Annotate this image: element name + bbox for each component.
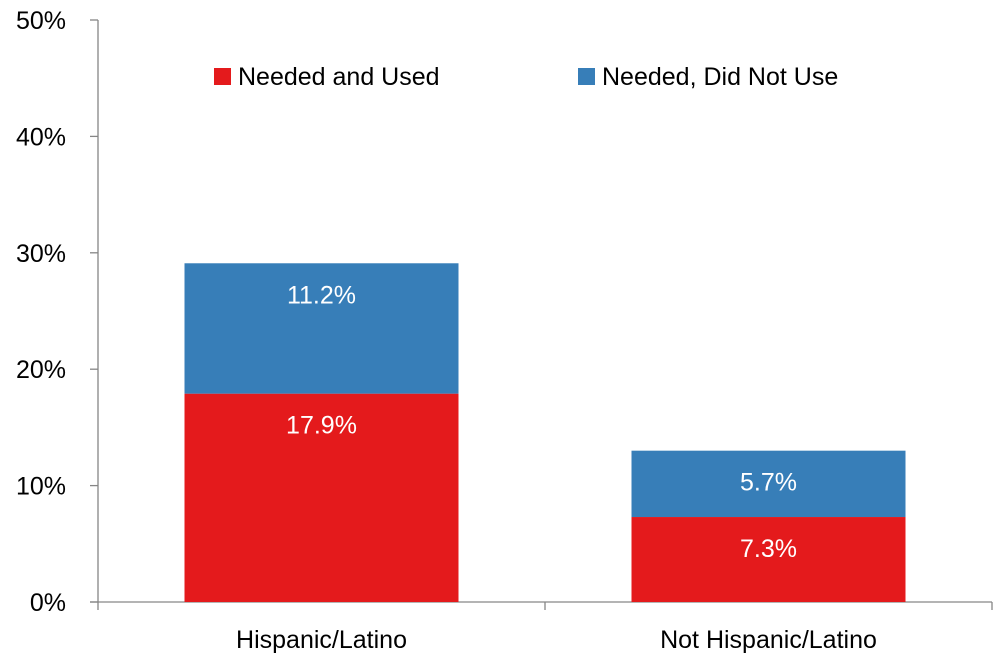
legend-swatch xyxy=(214,68,231,85)
bar-segment xyxy=(184,263,459,394)
y-tick-label: 30% xyxy=(16,240,66,268)
x-category-label: Not Hispanic/Latino xyxy=(660,626,877,654)
bar-value-label: 11.2% xyxy=(287,281,356,309)
bar-segment xyxy=(631,517,906,602)
bar-segment xyxy=(184,393,459,602)
y-tick-label: 20% xyxy=(16,356,66,384)
y-tick-label: 50% xyxy=(16,7,66,35)
data-labels: 17.9% 11.2% 7.3% 5.7% xyxy=(286,281,797,563)
y-tick-label: 40% xyxy=(16,123,66,151)
y-tick-label: 0% xyxy=(30,589,66,617)
x-category-label: Hispanic/Latino xyxy=(236,626,407,654)
bars xyxy=(184,263,906,602)
bar-value-label: 17.9% xyxy=(286,412,357,440)
legend-label: Needed and Used xyxy=(238,63,440,91)
bar-segment xyxy=(631,450,906,518)
legend-swatch xyxy=(578,68,595,85)
legend-label: Needed, Did Not Use xyxy=(602,63,838,91)
legend: Needed and Used Needed, Did Not Use xyxy=(214,63,838,91)
axes: 0% 10% 20% 30% 40% 50% Hispanic/Latino Not Hisp… xyxy=(16,7,993,654)
bar-value-label: 5.7% xyxy=(740,469,797,497)
y-tick-label: 10% xyxy=(16,473,66,501)
bar-value-label: 7.3% xyxy=(740,535,797,563)
